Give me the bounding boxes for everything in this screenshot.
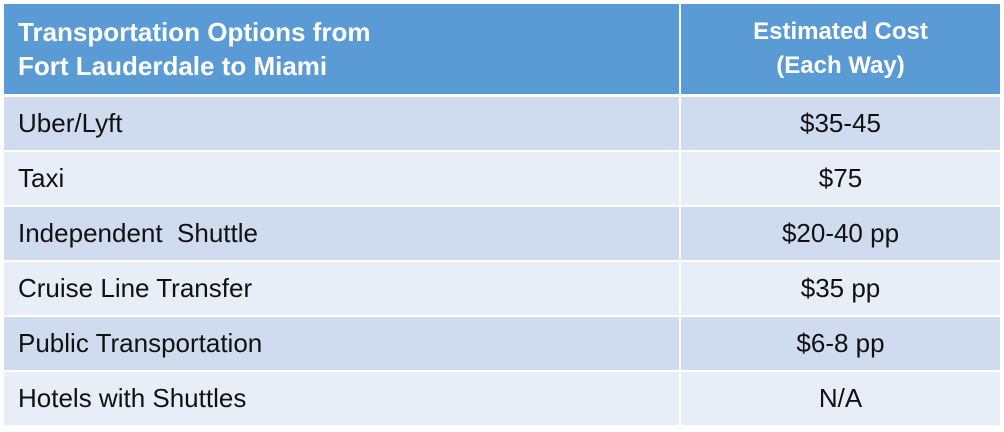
table-row: Public Transportation $6-8 pp [4, 315, 1000, 371]
table-row: Taxi $75 [4, 150, 1000, 206]
table-row: Hotels with Shuttles N/A [4, 370, 1000, 425]
cost-cell: $20-40 pp [679, 205, 1000, 261]
table-row: Independent Shuttle $20-40 pp [4, 205, 1000, 261]
header-col1-line1: Transportation Options from [18, 17, 371, 47]
cost-cell: $35 pp [679, 260, 1000, 316]
option-cell: Uber/Lyft [4, 94, 680, 151]
table-row: Uber/Lyft $35-45 [4, 94, 1000, 151]
option-cell: Hotels with Shuttles [4, 370, 680, 425]
transportation-table: Transportation Options from Fort Lauderd… [4, 4, 1000, 425]
option-cell: Public Transportation [4, 315, 680, 371]
header-col1-line2: Fort Lauderdale to Miami [18, 51, 328, 81]
cost-cell: $6-8 pp [679, 315, 1000, 371]
table-row: Cruise Line Transfer $35 pp [4, 260, 1000, 316]
header-col2-line1: Estimated Cost [753, 18, 928, 45]
table-header: Transportation Options from Fort Lauderd… [4, 4, 1000, 97]
header-transportation-options: Transportation Options from Fort Lauderd… [4, 4, 680, 97]
header-row: Transportation Options from Fort Lauderd… [4, 4, 1000, 97]
transportation-table-container: Transportation Options from Fort Lauderd… [4, 4, 1000, 428]
header-col2-line2: (Each Way) [776, 52, 905, 79]
cost-cell: $35-45 [679, 94, 1000, 151]
option-cell: Taxi [4, 150, 680, 206]
cost-cell: $75 [679, 150, 1000, 206]
header-estimated-cost: Estimated Cost (Each Way) [679, 4, 1000, 97]
table-body: Uber/Lyft $35-45 Taxi $75 Independent Sh… [4, 94, 1000, 425]
option-cell: Cruise Line Transfer [4, 260, 680, 316]
option-cell: Independent Shuttle [4, 205, 680, 261]
cost-cell: N/A [679, 370, 1000, 425]
